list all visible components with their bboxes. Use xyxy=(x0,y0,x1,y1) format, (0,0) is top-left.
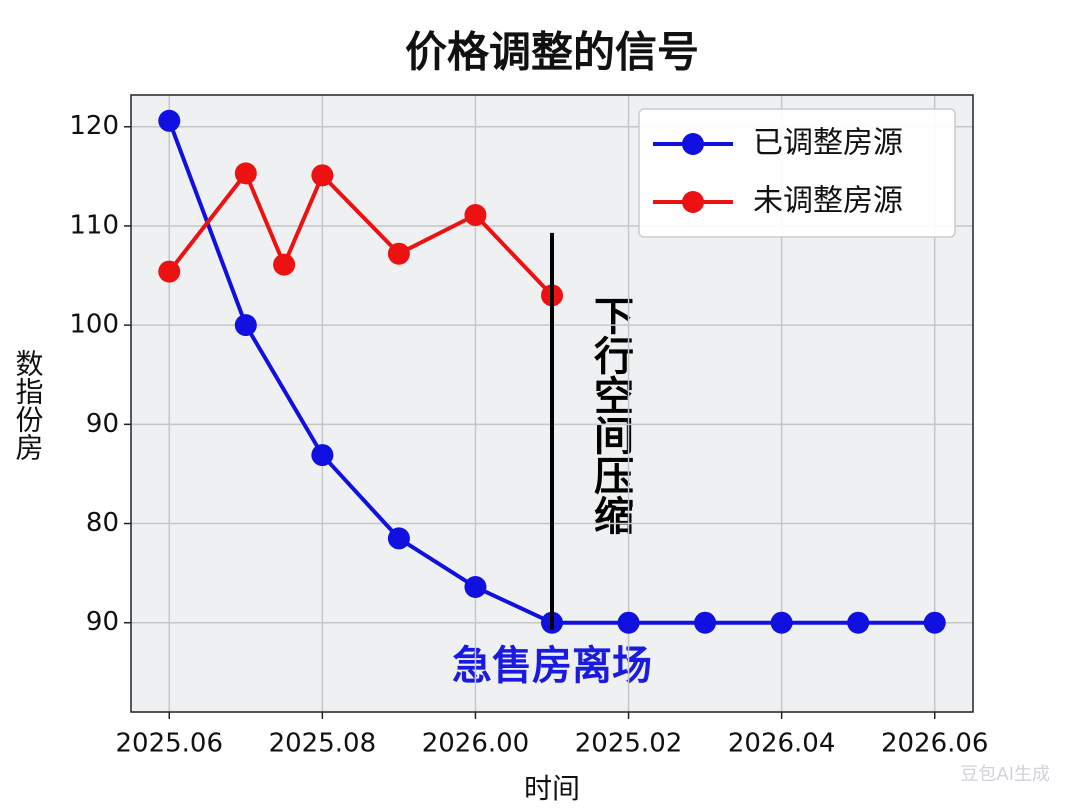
plot-frame xyxy=(130,94,974,713)
point xyxy=(617,611,640,634)
y-tick-label: 100 xyxy=(69,310,119,340)
y-tick-label: 80 xyxy=(86,508,119,538)
legend-box xyxy=(638,108,956,238)
x-tick-label: 2026.00 xyxy=(422,729,530,759)
legend-label: 未调整房源 xyxy=(753,184,903,219)
x-axis-label: 时间 xyxy=(524,772,580,805)
y-tick-label: 90 xyxy=(86,607,119,637)
legend-label: 已调整房源 xyxy=(753,126,903,161)
y-tick-label: 110 xyxy=(69,210,119,240)
point xyxy=(847,611,870,634)
legend-marker xyxy=(682,191,704,213)
point xyxy=(273,253,296,276)
chart-title: 价格调整的信号 xyxy=(405,28,699,77)
point xyxy=(770,611,793,634)
y-tick-label: 90 xyxy=(86,409,119,439)
point xyxy=(923,611,946,634)
point xyxy=(311,164,334,187)
point xyxy=(464,204,487,227)
x-tick-label: 2026.04 xyxy=(728,729,836,759)
point xyxy=(234,162,257,185)
point xyxy=(387,527,410,550)
legend-marker xyxy=(682,133,704,155)
x-tick-label: 2025.02 xyxy=(575,729,683,759)
x-tick-label: 2025.08 xyxy=(269,729,377,759)
y-axis-label: 数指份房 xyxy=(12,349,45,461)
point xyxy=(158,260,181,283)
point xyxy=(234,314,257,337)
point xyxy=(311,444,334,467)
annotation: 急售房离场 xyxy=(452,643,652,689)
x-tick-label: 2025.06 xyxy=(116,729,224,759)
x-tick-label: 2026.06 xyxy=(881,729,989,759)
y-tick-label: 120 xyxy=(69,111,119,141)
point xyxy=(694,611,717,634)
watermark: 豆包AI生成 xyxy=(960,764,1050,785)
annotation: 下行空间压缩 xyxy=(587,295,634,535)
point xyxy=(387,242,410,265)
point xyxy=(158,109,181,132)
point xyxy=(464,576,487,599)
